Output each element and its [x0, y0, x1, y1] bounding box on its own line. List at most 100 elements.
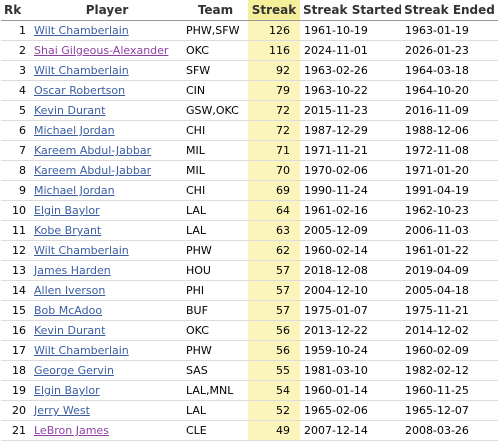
streak-cell: 69 — [248, 180, 300, 201]
team-cell: PHW — [183, 340, 248, 361]
table-header: Rk Player Team Streak Streak Started Str… — [1, 0, 498, 21]
player-link[interactable]: Kobe Bryant — [34, 224, 102, 237]
streak-ended-cell: 2005-04-18 — [401, 280, 498, 301]
streak-cell: 70 — [248, 160, 300, 181]
streak-started-cell: 2004-12-10 — [300, 280, 401, 301]
player-link[interactable]: Elgin Baylor — [34, 384, 100, 397]
player-cell: Bob McAdoo — [31, 300, 183, 321]
rank-cell: 15 — [1, 300, 31, 321]
rank-cell: 2 — [1, 40, 31, 61]
streak-cell: 57 — [248, 280, 300, 301]
player-link[interactable]: Shai Gilgeous-Alexander — [34, 44, 169, 57]
player-link[interactable]: Kareem Abdul-Jabbar — [34, 144, 152, 157]
player-link[interactable]: Bob McAdoo — [34, 304, 103, 317]
player-link[interactable]: Michael Jordan — [34, 184, 115, 197]
player-link[interactable]: Kareem Abdul-Jabbar — [34, 164, 152, 177]
header-player[interactable]: Player — [31, 0, 183, 21]
streak-ended-cell: 1963-01-19 — [401, 20, 498, 41]
player-link[interactable]: Wilt Chamberlain — [34, 244, 129, 257]
streak-ended-cell: 1971-01-20 — [401, 160, 498, 181]
header-streak-started[interactable]: Streak Started — [300, 0, 401, 21]
player-cell: Kobe Bryant — [31, 220, 183, 241]
streak-started-cell: 1987-12-29 — [300, 120, 401, 141]
streak-started-cell: 2015-11-23 — [300, 100, 401, 121]
player-link[interactable]: LeBron James — [34, 424, 109, 437]
rank-cell: 5 — [1, 100, 31, 121]
streak-cell: 52 — [248, 400, 300, 421]
player-cell: Kareem Abdul-Jabbar — [31, 140, 183, 161]
table-row: 12 Wilt Chamberlain PHW 62 1960-02-14 1961-01… — [1, 240, 498, 261]
table-row: 16 Kevin Durant OKC 56 2013-12-22 2014-12-02 — [1, 320, 498, 341]
player-link[interactable]: Wilt Chamberlain — [34, 344, 129, 357]
rank-cell: 14 — [1, 280, 31, 301]
streak-ended-cell: 1961-01-22 — [401, 240, 498, 261]
table-row: 7 Kareem Abdul-Jabbar MIL 71 1971-11-21 1972-… — [1, 140, 498, 161]
streak-ended-cell: 2008-03-26 — [401, 420, 498, 441]
player-cell: Wilt Chamberlain — [31, 240, 183, 261]
header-team[interactable]: Team — [183, 0, 248, 21]
rank-cell: 1 — [1, 20, 31, 41]
team-cell: CHI — [183, 120, 248, 141]
rank-cell: 8 — [1, 160, 31, 181]
table-row: 9 Michael Jordan CHI 69 1990-11-24 1991-04-19 — [1, 180, 498, 201]
streak-cell: 56 — [248, 320, 300, 341]
player-link[interactable]: Michael Jordan — [34, 124, 115, 137]
streak-started-cell: 1963-02-26 — [300, 60, 401, 81]
team-cell: CLE — [183, 420, 248, 441]
player-cell: Kevin Durant — [31, 100, 183, 121]
team-cell: SFW — [183, 60, 248, 81]
header-streak[interactable]: Streak — [248, 0, 300, 21]
streak-started-cell: 1981-03-10 — [300, 360, 401, 381]
team-cell: OKC — [183, 40, 248, 61]
rank-cell: 16 — [1, 320, 31, 341]
rank-cell: 19 — [1, 380, 31, 401]
streak-ended-cell: 1960-11-25 — [401, 380, 498, 401]
streak-cell: 63 — [248, 220, 300, 241]
streak-cell: 57 — [248, 260, 300, 281]
table-row: 17 Wilt Chamberlain PHW 56 1959-10-24 1960-02… — [1, 340, 498, 361]
streak-started-cell: 1975-01-07 — [300, 300, 401, 321]
player-link[interactable]: Jerry West — [34, 404, 90, 417]
streak-cell: 92 — [248, 60, 300, 81]
streak-cell: 72 — [248, 100, 300, 121]
rank-cell: 9 — [1, 180, 31, 201]
streak-started-cell: 1960-02-14 — [300, 240, 401, 261]
table-row: 19 Elgin Baylor LAL,MNL 54 1960-01-14 1960-11… — [1, 380, 498, 401]
team-cell: LAL — [183, 220, 248, 241]
player-link[interactable]: Oscar Robertson — [34, 84, 126, 97]
player-link[interactable]: Kevin Durant — [34, 324, 106, 337]
player-cell: George Gervin — [31, 360, 183, 381]
streak-started-cell: 1963-10-22 — [300, 80, 401, 101]
player-cell: Allen Iverson — [31, 280, 183, 301]
player-link[interactable]: Kevin Durant — [34, 104, 106, 117]
streak-started-cell: 1961-02-16 — [300, 200, 401, 221]
streak-started-cell: 2005-12-09 — [300, 220, 401, 241]
table-row: 18 George Gervin SAS 55 1981-03-10 1982-02-12 — [1, 360, 498, 381]
streak-ended-cell: 2014-12-02 — [401, 320, 498, 341]
team-cell: LAL,MNL — [183, 380, 248, 401]
streak-ended-cell: 2026-01-23 — [401, 40, 498, 61]
player-link[interactable]: Wilt Chamberlain — [34, 64, 129, 77]
team-cell: SAS — [183, 360, 248, 381]
player-link[interactable]: Elgin Baylor — [34, 204, 100, 217]
header-rk[interactable]: Rk — [1, 0, 31, 21]
streak-started-cell: 2024-11-01 — [300, 40, 401, 61]
streak-cell: 54 — [248, 380, 300, 401]
team-cell: GSW,OKC — [183, 100, 248, 121]
player-link[interactable]: George Gervin — [34, 364, 114, 377]
player-link[interactable]: James Harden — [34, 264, 111, 277]
player-link[interactable]: Wilt Chamberlain — [34, 24, 129, 37]
streak-started-cell: 1990-11-24 — [300, 180, 401, 201]
header-row: Rk Player Team Streak Streak Started Str… — [1, 0, 498, 21]
streak-ended-cell: 1960-02-09 — [401, 340, 498, 361]
team-cell: PHW — [183, 240, 248, 261]
team-cell: LAL — [183, 400, 248, 421]
header-streak-ended[interactable]: Streak Ended — [401, 0, 498, 21]
team-cell: PHI — [183, 280, 248, 301]
player-cell: James Harden — [31, 260, 183, 281]
streak-started-cell: 1971-11-21 — [300, 140, 401, 161]
streak-cell: 62 — [248, 240, 300, 261]
streak-ended-cell: 2006-11-03 — [401, 220, 498, 241]
player-link[interactable]: Allen Iverson — [34, 284, 106, 297]
table-row: 14 Allen Iverson PHI 57 2004-12-10 2005-04-18 — [1, 280, 498, 301]
